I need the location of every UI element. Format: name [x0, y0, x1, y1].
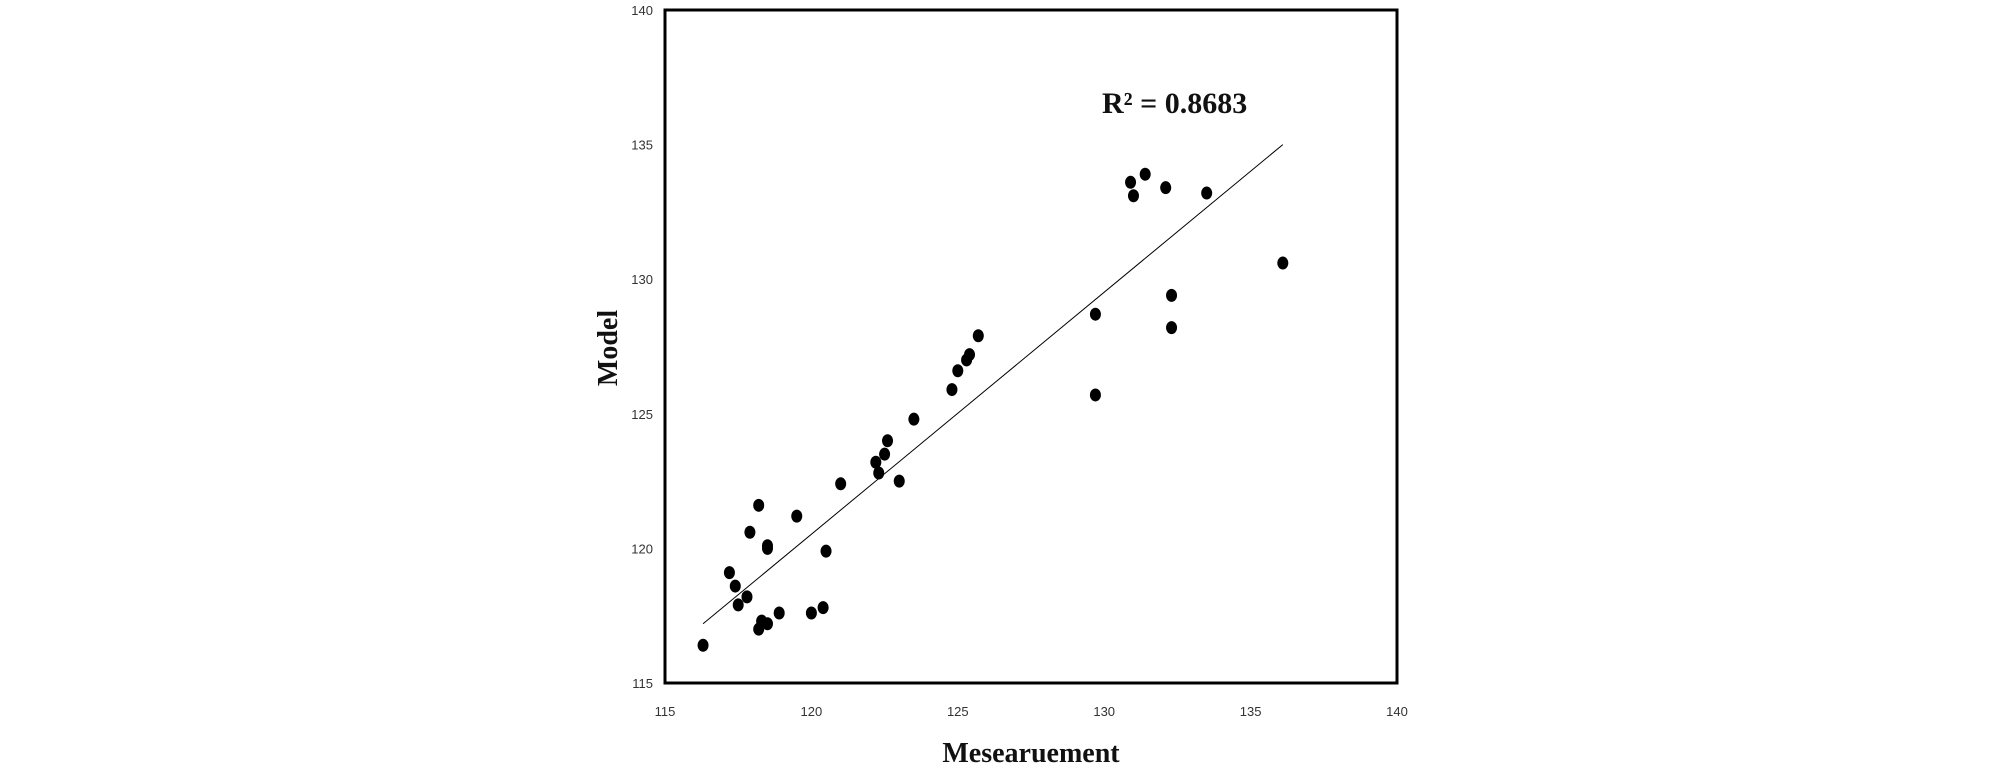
y-tick-label: 140: [631, 3, 653, 18]
data-point: [879, 447, 891, 461]
data-point: [732, 598, 744, 612]
data-point: [805, 606, 817, 620]
data-point: [729, 579, 741, 593]
y-tick-label: 120: [631, 541, 653, 556]
plot-frame: [663, 8, 1399, 685]
data-point: [882, 434, 894, 448]
data-point: [1166, 288, 1178, 302]
data-point: [1160, 181, 1172, 195]
y-tick-label: 125: [631, 407, 653, 422]
data-point: [893, 474, 905, 488]
data-point: [1277, 256, 1289, 270]
data-point: [753, 498, 765, 512]
data-point: [697, 638, 709, 652]
data-point: [1166, 321, 1178, 335]
x-tick-label: 115: [655, 704, 676, 719]
data-point: [761, 617, 773, 631]
data-point: [773, 606, 785, 620]
data-point: [1089, 388, 1101, 402]
data-point: [908, 412, 920, 426]
y-tick-label: 135: [631, 138, 653, 153]
x-tick-label: 135: [1240, 704, 1262, 719]
y-axis-title: Model: [593, 310, 624, 386]
y-tick-label: 115: [632, 676, 653, 691]
x-tick-label: 140: [1386, 704, 1408, 719]
data-point: [761, 539, 773, 553]
x-axis-title: Mesearuement: [942, 738, 1120, 768]
data-point: [1127, 189, 1139, 203]
x-axis-ticks: 115 120 125 130 135 140: [655, 704, 1408, 719]
x-tick-label: 120: [801, 704, 823, 719]
data-point: [1089, 307, 1101, 321]
data-points: [697, 167, 1289, 652]
data-point: [1201, 186, 1213, 200]
data-point: [820, 544, 832, 558]
data-point: [1139, 167, 1151, 181]
data-point: [835, 477, 847, 491]
data-point: [870, 455, 882, 469]
r-squared-annotation: R² = 0.8683: [1102, 87, 1247, 120]
data-point: [817, 601, 829, 615]
y-tick-label: 130: [631, 272, 653, 287]
data-point: [972, 329, 984, 343]
data-point: [873, 466, 885, 480]
data-point: [723, 566, 735, 580]
x-tick-label: 130: [1093, 704, 1115, 719]
x-tick-label: 125: [947, 704, 969, 719]
data-point: [744, 525, 756, 539]
data-point: [964, 348, 976, 362]
data-point: [946, 383, 958, 397]
data-point: [791, 509, 803, 523]
data-point: [741, 590, 753, 604]
trendline: [702, 144, 1284, 625]
data-point: [1125, 175, 1137, 189]
data-point: [952, 364, 964, 378]
y-axis-ticks: 115 120 125 130 135 140: [631, 3, 653, 691]
